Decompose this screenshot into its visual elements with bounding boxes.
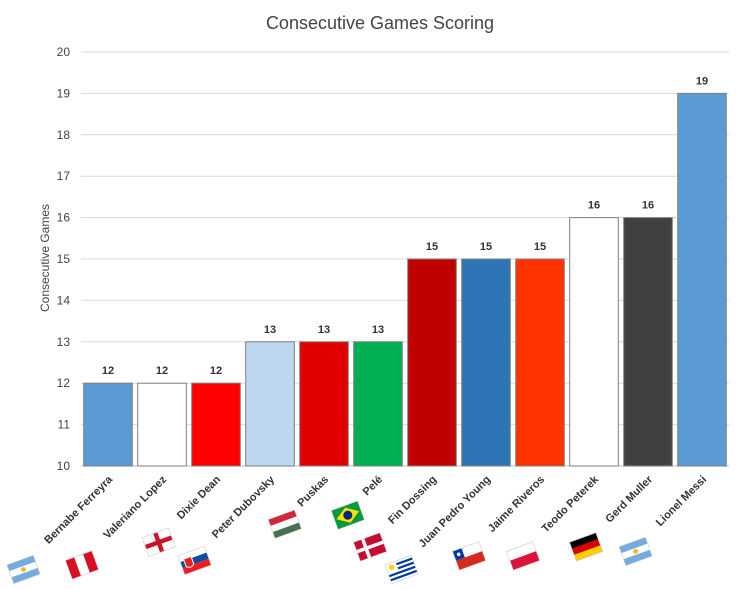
y-tick-label: 14 (57, 293, 71, 307)
y-tick-label: 10 (57, 459, 71, 473)
denmark-flag-icon (353, 532, 388, 562)
chile-flag-icon (452, 541, 487, 571)
x-tick-label: Lionel Messi (654, 474, 709, 529)
y-axis-ticks: 10 11 12 13 14 15 16 17 18 19 20 (57, 45, 71, 473)
bar (245, 341, 295, 467)
hungary-flag-icon (267, 509, 302, 539)
gridlines (81, 51, 729, 467)
data-label: 12 (210, 365, 222, 377)
germany-flag-icon (569, 532, 604, 562)
y-tick-label: 15 (57, 252, 71, 266)
bar (137, 382, 187, 467)
x-tick-label: Fin Dossing (386, 474, 439, 527)
bar (515, 258, 565, 467)
data-label: 12 (102, 365, 114, 377)
brazil-flag-icon (330, 500, 365, 530)
bar (407, 258, 457, 467)
bar (83, 382, 133, 467)
england-flag-icon (141, 527, 176, 557)
data-label: 16 (588, 200, 600, 212)
bar (569, 217, 619, 467)
x-tick-label: Puskas (295, 474, 331, 510)
argentina-flag-icon (6, 554, 41, 585)
y-tick-label: 20 (57, 45, 71, 59)
argentina-flag-icon (618, 536, 653, 566)
y-tick-label: 13 (57, 335, 71, 349)
y-tick-label: 18 (57, 128, 71, 142)
chart-title: Consecutive Games Scoring (266, 13, 494, 33)
x-tick-label: Dixie Dean (175, 473, 223, 521)
y-tick-label: 16 (57, 211, 71, 225)
slovakia-flag-icon (177, 545, 212, 575)
data-labels: 12 12 12 13 13 13 15 15 15 16 16 19 (102, 75, 708, 377)
x-tick-label: Teodo Peterek (540, 473, 602, 535)
uruguay-flag-icon (384, 554, 419, 585)
y-tick-label: 12 (57, 376, 71, 390)
bar (623, 217, 673, 467)
y-tick-label: 11 (58, 418, 71, 432)
data-label: 15 (426, 241, 438, 253)
bar (191, 382, 241, 467)
data-label: 15 (534, 241, 546, 253)
bar (353, 341, 403, 467)
data-label: 12 (156, 365, 168, 377)
y-axis-label: Consecutive Games (38, 204, 52, 312)
bars (83, 92, 727, 467)
poland-flag-icon (506, 541, 541, 571)
peru-flag-icon (65, 550, 99, 580)
y-tick-label: 19 (57, 86, 71, 100)
y-tick-label: 17 (57, 169, 71, 183)
bar (677, 92, 727, 467)
data-label: 13 (264, 324, 276, 336)
data-label: 13 (372, 324, 384, 336)
x-tick-label: Pelé (361, 474, 385, 498)
data-label: 19 (696, 75, 708, 87)
data-label: 13 (318, 324, 330, 336)
data-label: 15 (480, 241, 492, 253)
bar (461, 258, 511, 467)
x-tick-label: Jaime Riveros (486, 474, 547, 535)
x-tick-label: Gerd Muller (603, 473, 655, 525)
data-label: 16 (642, 200, 654, 212)
bar (299, 341, 349, 467)
flags (6, 500, 653, 585)
